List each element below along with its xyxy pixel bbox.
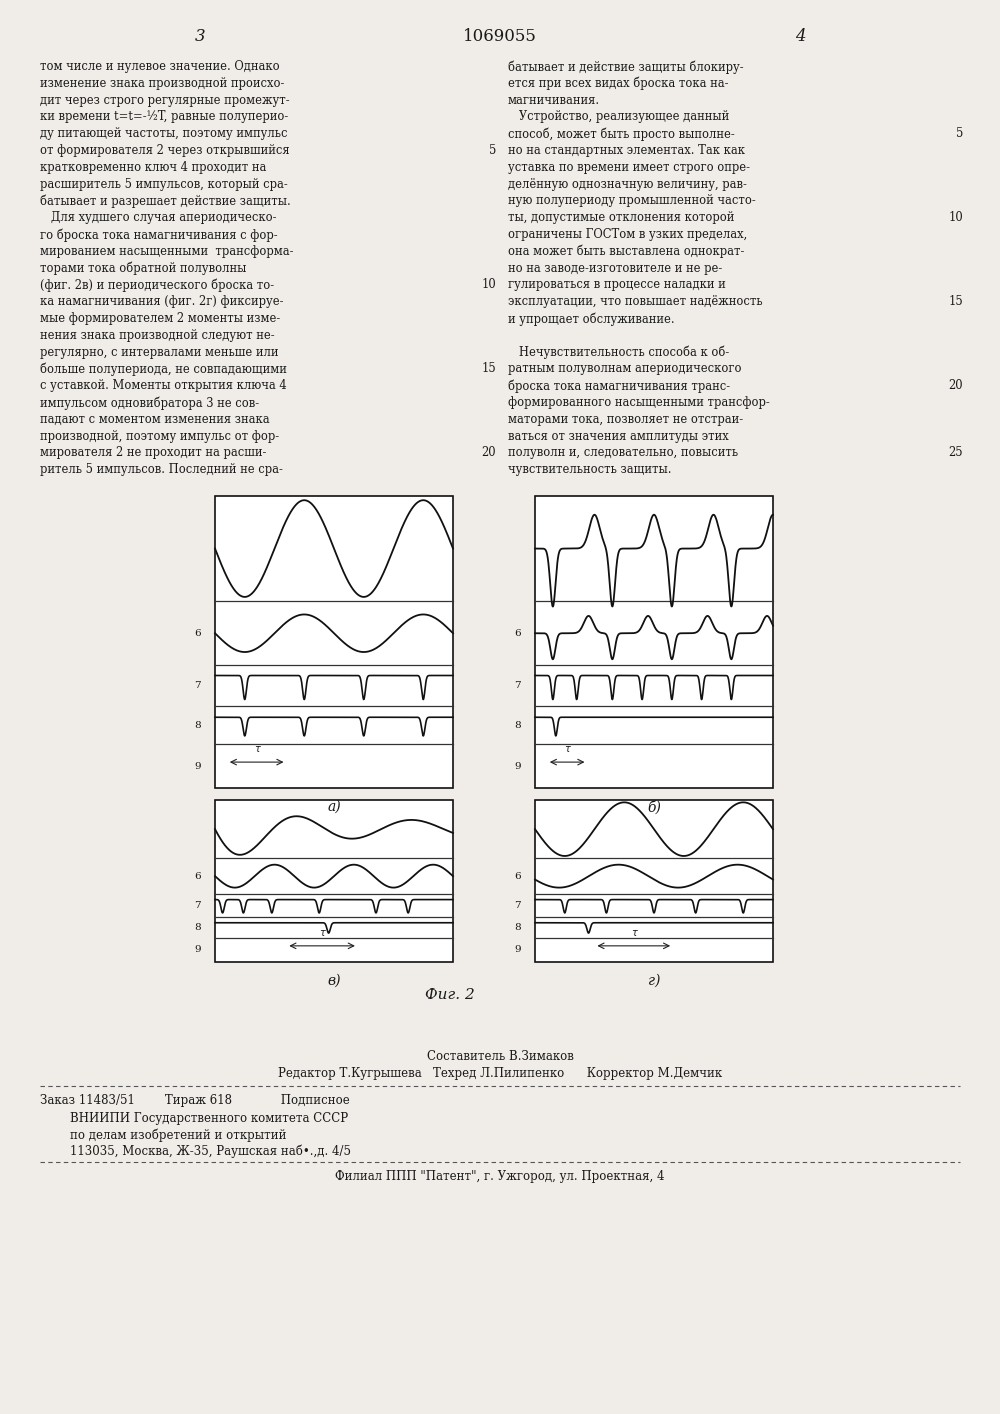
Text: 4: 4 — [795, 28, 805, 45]
Text: формированного насыщенными трансфор-: формированного насыщенными трансфор- — [508, 396, 770, 409]
Text: τ: τ — [254, 744, 260, 754]
Text: мые формирователем 2 моменты изме-: мые формирователем 2 моменты изме- — [40, 312, 280, 325]
Text: регулярно, с интервалами меньше или: регулярно, с интервалами меньше или — [40, 345, 278, 359]
Text: Заказ 11483/51        Тираж 618             Подписное: Заказ 11483/51 Тираж 618 Подписное — [40, 1094, 350, 1107]
Text: ки времени t=t=-½T, равные полуперио-: ки времени t=t=-½T, равные полуперио- — [40, 110, 288, 123]
Text: 9: 9 — [514, 762, 521, 771]
Text: 6: 6 — [194, 871, 201, 881]
Text: τ: τ — [631, 928, 637, 937]
Text: делённую однозначную величину, рав-: делённую однозначную величину, рав- — [508, 178, 747, 191]
Text: Устройство, реализующее данный: Устройство, реализующее данный — [508, 110, 729, 123]
Text: ду питающей частоты, поэтому импульс: ду питающей частоты, поэтому импульс — [40, 127, 288, 140]
Text: б): б) — [647, 800, 661, 814]
Text: ваться от значения амплитуды этих: ваться от значения амплитуды этих — [508, 430, 729, 443]
Text: ограничены ГОСТом в узких пределах,: ограничены ГОСТом в узких пределах, — [508, 228, 747, 240]
Text: она может быть выставлена однократ-: она может быть выставлена однократ- — [508, 245, 744, 259]
Text: больше полупериода, не совпадающими: больше полупериода, не совпадающими — [40, 362, 287, 376]
Text: батывает и разрешает действие защиты.: батывает и разрешает действие защиты. — [40, 194, 291, 208]
Text: 6: 6 — [514, 871, 521, 881]
Text: 10: 10 — [948, 211, 963, 225]
Text: τ: τ — [319, 928, 325, 937]
Text: Для худшего случая апериодическо-: Для худшего случая апериодическо- — [40, 211, 276, 225]
Text: Филиал ППП "Патент", г. Ужгород, ул. Проектная, 4: Филиал ППП "Патент", г. Ужгород, ул. Про… — [335, 1169, 665, 1184]
Text: том числе и нулевое значение. Однако: том числе и нулевое значение. Однако — [40, 59, 280, 74]
Text: 7: 7 — [514, 901, 521, 909]
Text: 113035, Москва, Ж-35, Раушская наб•.,д. 4/5: 113035, Москва, Ж-35, Раушская наб•.,д. … — [40, 1144, 351, 1158]
Text: от формирователя 2 через открывшийся: от формирователя 2 через открывшийся — [40, 144, 290, 157]
Text: 8: 8 — [194, 721, 201, 730]
Text: ется при всех видах броска тока на-: ется при всех видах броска тока на- — [508, 76, 728, 90]
Text: а): а) — [327, 800, 341, 814]
Text: 7: 7 — [194, 901, 201, 909]
Text: 20: 20 — [481, 447, 496, 460]
Text: ВНИИПИ Государственного комитета СССР: ВНИИПИ Государственного комитета СССР — [40, 1111, 348, 1126]
Text: магничивания.: магничивания. — [508, 93, 600, 106]
Text: гулироваться в процессе наладки и: гулироваться в процессе наладки и — [508, 279, 726, 291]
Text: нения знака производной следуют не-: нения знака производной следуют не- — [40, 329, 275, 342]
Text: Нечувствительность способа к об-: Нечувствительность способа к об- — [508, 345, 729, 359]
Text: г): г) — [648, 974, 660, 988]
Text: способ, может быть просто выполне-: способ, может быть просто выполне- — [508, 127, 735, 141]
Text: эксплуатации, что повышает надёжность: эксплуатации, что повышает надёжность — [508, 296, 763, 308]
Text: импульсом одновибратора 3 не сов-: импульсом одновибратора 3 не сов- — [40, 396, 259, 410]
Text: 3: 3 — [195, 28, 205, 45]
Text: 9: 9 — [194, 762, 201, 771]
Text: расширитель 5 импульсов, который сра-: расширитель 5 импульсов, который сра- — [40, 178, 288, 191]
Text: 8: 8 — [514, 721, 521, 730]
Bar — [535, 800, 773, 962]
Text: падают с моментом изменения знака: падают с моментом изменения знака — [40, 413, 270, 426]
Text: 6: 6 — [194, 629, 201, 638]
Text: τ: τ — [564, 744, 570, 754]
Text: 15: 15 — [481, 362, 496, 375]
Text: в): в) — [327, 974, 341, 988]
Text: 6: 6 — [514, 629, 521, 638]
Text: ритель 5 импульсов. Последний не сра-: ритель 5 импульсов. Последний не сра- — [40, 464, 283, 477]
Text: ты, допустимые отклонения которой: ты, допустимые отклонения которой — [508, 211, 734, 225]
Text: 5: 5 — [956, 127, 963, 140]
Text: 20: 20 — [948, 379, 963, 392]
Text: и упрощает обслуживание.: и упрощает обслуживание. — [508, 312, 675, 325]
Text: 10: 10 — [481, 279, 496, 291]
Text: 25: 25 — [948, 447, 963, 460]
Text: (фиг. 2в) и периодического броска то-: (фиг. 2в) и периодического броска то- — [40, 279, 274, 291]
Text: батывает и действие защиты блокиру-: батывает и действие защиты блокиру- — [508, 59, 744, 74]
Text: чувствительность защиты.: чувствительность защиты. — [508, 464, 672, 477]
Text: по делам изобретений и открытий: по делам изобретений и открытий — [40, 1128, 287, 1141]
Text: полуволн и, следовательно, повысить: полуволн и, следовательно, повысить — [508, 447, 738, 460]
Text: торами тока обратной полуволны: торами тока обратной полуволны — [40, 262, 246, 276]
Text: но на заводе-изготовителе и не ре-: но на заводе-изготовителе и не ре- — [508, 262, 722, 274]
Text: ка намагничивания (фиг. 2г) фиксируе-: ка намагничивания (фиг. 2г) фиксируе- — [40, 296, 284, 308]
Text: ратным полуволнам апериодического: ратным полуволнам апериодического — [508, 362, 742, 375]
Text: Фиг. 2: Фиг. 2 — [425, 988, 475, 1003]
Text: го броска тока намагничивания с фор-: го броска тока намагничивания с фор- — [40, 228, 278, 242]
Text: 7: 7 — [514, 682, 521, 690]
Text: ную полупериоду промышленной часто-: ную полупериоду промышленной часто- — [508, 194, 756, 208]
Text: 8: 8 — [194, 923, 201, 932]
Text: 9: 9 — [514, 946, 521, 954]
Text: производной, поэтому импульс от фор-: производной, поэтому импульс от фор- — [40, 430, 279, 443]
Text: мирователя 2 не проходит на расши-: мирователя 2 не проходит на расши- — [40, 447, 266, 460]
Bar — [535, 496, 773, 788]
Text: 8: 8 — [514, 923, 521, 932]
Text: Редактор Т.Кугрышева   Техред Л.Пилипенко      Корректор М.Демчик: Редактор Т.Кугрышева Техред Л.Пилипенко … — [278, 1068, 722, 1080]
Text: 7: 7 — [194, 682, 201, 690]
Text: Составитель В.Зимаков: Составитель В.Зимаков — [427, 1051, 573, 1063]
Text: изменение знака производной происхо-: изменение знака производной происхо- — [40, 76, 284, 90]
Text: 1069055: 1069055 — [463, 28, 537, 45]
Text: но на стандартных элементах. Так как: но на стандартных элементах. Так как — [508, 144, 745, 157]
Text: маторами тока, позволяет не отстраи-: маторами тока, позволяет не отстраи- — [508, 413, 743, 426]
Text: кратковременно ключ 4 проходит на: кратковременно ключ 4 проходит на — [40, 161, 266, 174]
Text: 9: 9 — [194, 946, 201, 954]
Text: броска тока намагничивания транс-: броска тока намагничивания транс- — [508, 379, 730, 393]
Text: 15: 15 — [948, 296, 963, 308]
Bar — [215, 496, 453, 788]
Text: с уставкой. Моменты открытия ключа 4: с уставкой. Моменты открытия ключа 4 — [40, 379, 287, 392]
Text: уставка по времени имеет строго опре-: уставка по времени имеет строго опре- — [508, 161, 750, 174]
Text: 5: 5 — [489, 144, 496, 157]
Bar — [215, 800, 453, 962]
Text: мированием насыщенными  трансформа-: мированием насыщенными трансформа- — [40, 245, 294, 257]
Text: дит через строго регулярные промежут-: дит через строго регулярные промежут- — [40, 93, 290, 106]
